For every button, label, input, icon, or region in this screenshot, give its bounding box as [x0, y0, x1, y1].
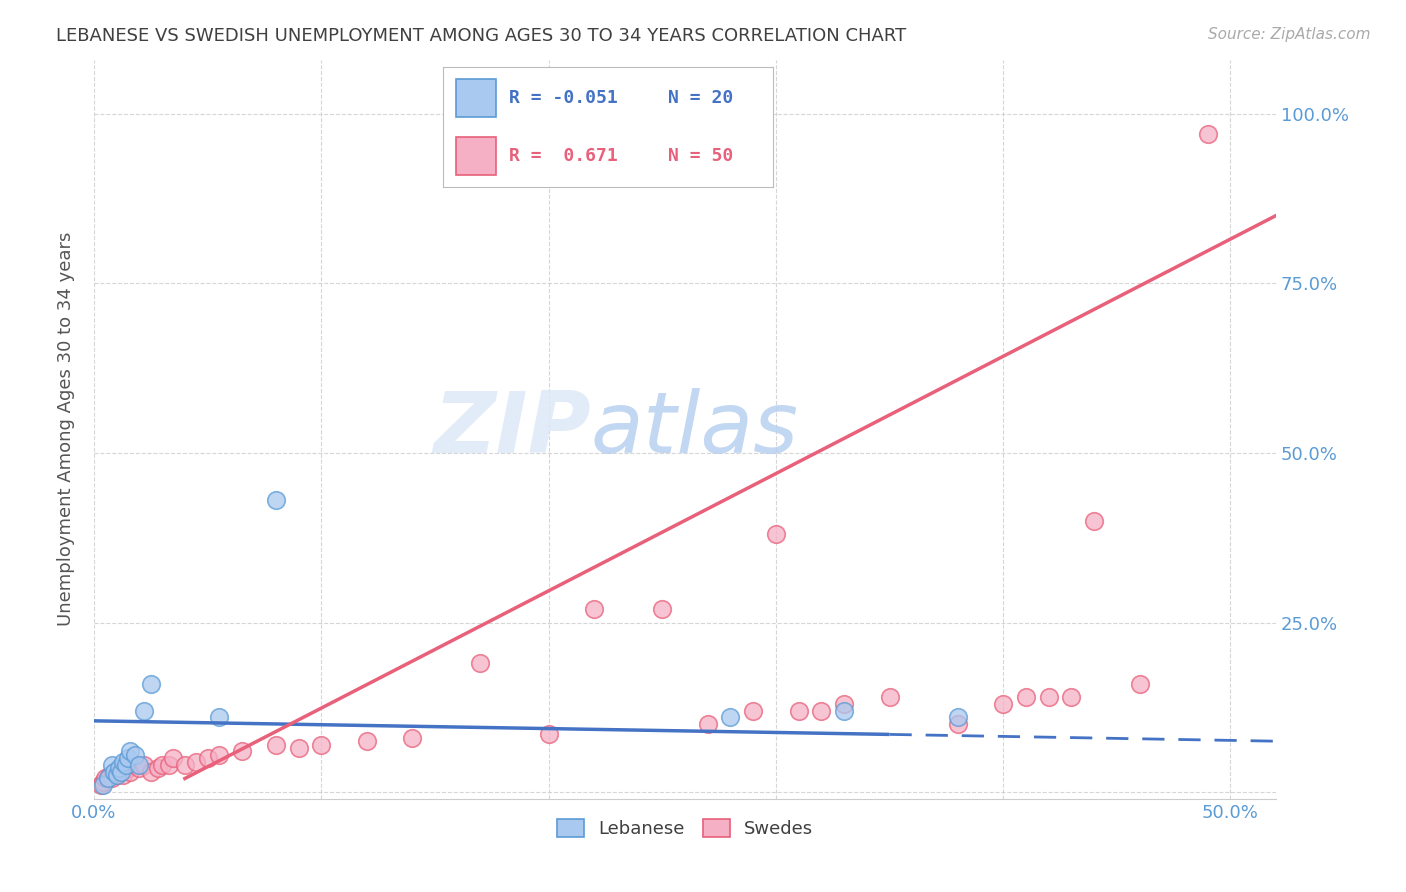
Point	[97, 772, 120, 786]
Text: ZIP: ZIP	[433, 388, 591, 471]
Point	[108, 764, 131, 779]
Point	[173, 758, 195, 772]
Point	[879, 690, 901, 705]
Point	[108, 761, 131, 775]
Point	[117, 751, 139, 765]
FancyBboxPatch shape	[456, 79, 496, 118]
Text: N = 50: N = 50	[668, 147, 733, 165]
Point	[124, 758, 146, 772]
Point	[787, 704, 810, 718]
Point	[124, 747, 146, 762]
Point	[157, 758, 180, 772]
Point	[946, 717, 969, 731]
Point	[401, 731, 423, 745]
Point	[651, 602, 673, 616]
Point	[582, 602, 605, 616]
Point	[696, 717, 718, 731]
Legend: Lebanese, Swedes: Lebanese, Swedes	[550, 812, 821, 846]
Point	[128, 758, 150, 772]
Point	[1038, 690, 1060, 705]
Text: R =  0.671: R = 0.671	[509, 147, 617, 165]
Point	[112, 768, 135, 782]
Point	[150, 758, 173, 772]
Point	[537, 727, 560, 741]
Text: Source: ZipAtlas.com: Source: ZipAtlas.com	[1208, 27, 1371, 42]
Point	[1129, 676, 1152, 690]
Point	[98, 768, 121, 782]
Point	[110, 761, 132, 775]
Point	[287, 741, 309, 756]
Point	[208, 747, 231, 762]
Point	[90, 778, 112, 792]
Point	[832, 704, 855, 718]
Point	[208, 710, 231, 724]
Point	[120, 744, 142, 758]
Point	[810, 704, 832, 718]
Point	[742, 704, 765, 718]
Text: R = -0.051: R = -0.051	[509, 89, 617, 107]
Point	[103, 764, 125, 779]
Point	[264, 493, 287, 508]
Point	[105, 768, 128, 782]
Point	[128, 761, 150, 775]
Point	[1197, 127, 1219, 141]
Point	[114, 758, 136, 772]
Point	[946, 710, 969, 724]
Point	[1015, 690, 1038, 705]
Text: N = 20: N = 20	[668, 89, 733, 107]
Point	[101, 772, 124, 786]
Point	[993, 697, 1015, 711]
Point	[112, 755, 135, 769]
Point	[103, 764, 125, 779]
Point	[101, 758, 124, 772]
Point	[231, 744, 253, 758]
Point	[186, 755, 208, 769]
Point	[309, 738, 332, 752]
Point	[146, 761, 169, 775]
Point	[356, 734, 378, 748]
Point	[117, 761, 139, 775]
Point	[91, 778, 114, 792]
Y-axis label: Unemployment Among Ages 30 to 34 years: Unemployment Among Ages 30 to 34 years	[58, 232, 75, 626]
Point	[94, 772, 117, 786]
Point	[718, 710, 741, 724]
FancyBboxPatch shape	[456, 136, 496, 175]
Point	[97, 772, 120, 786]
Point	[132, 758, 155, 772]
Point	[197, 751, 219, 765]
Point	[139, 764, 162, 779]
Text: atlas: atlas	[591, 388, 799, 471]
Point	[110, 764, 132, 779]
Point	[470, 656, 492, 670]
Point	[162, 751, 184, 765]
Point	[264, 738, 287, 752]
Point	[139, 676, 162, 690]
Point	[1083, 514, 1105, 528]
Point	[105, 768, 128, 782]
Point	[765, 527, 787, 541]
Point	[832, 697, 855, 711]
Text: LEBANESE VS SWEDISH UNEMPLOYMENT AMONG AGES 30 TO 34 YEARS CORRELATION CHART: LEBANESE VS SWEDISH UNEMPLOYMENT AMONG A…	[56, 27, 907, 45]
Point	[120, 764, 142, 779]
Point	[1060, 690, 1083, 705]
Point	[132, 704, 155, 718]
Point	[91, 775, 114, 789]
